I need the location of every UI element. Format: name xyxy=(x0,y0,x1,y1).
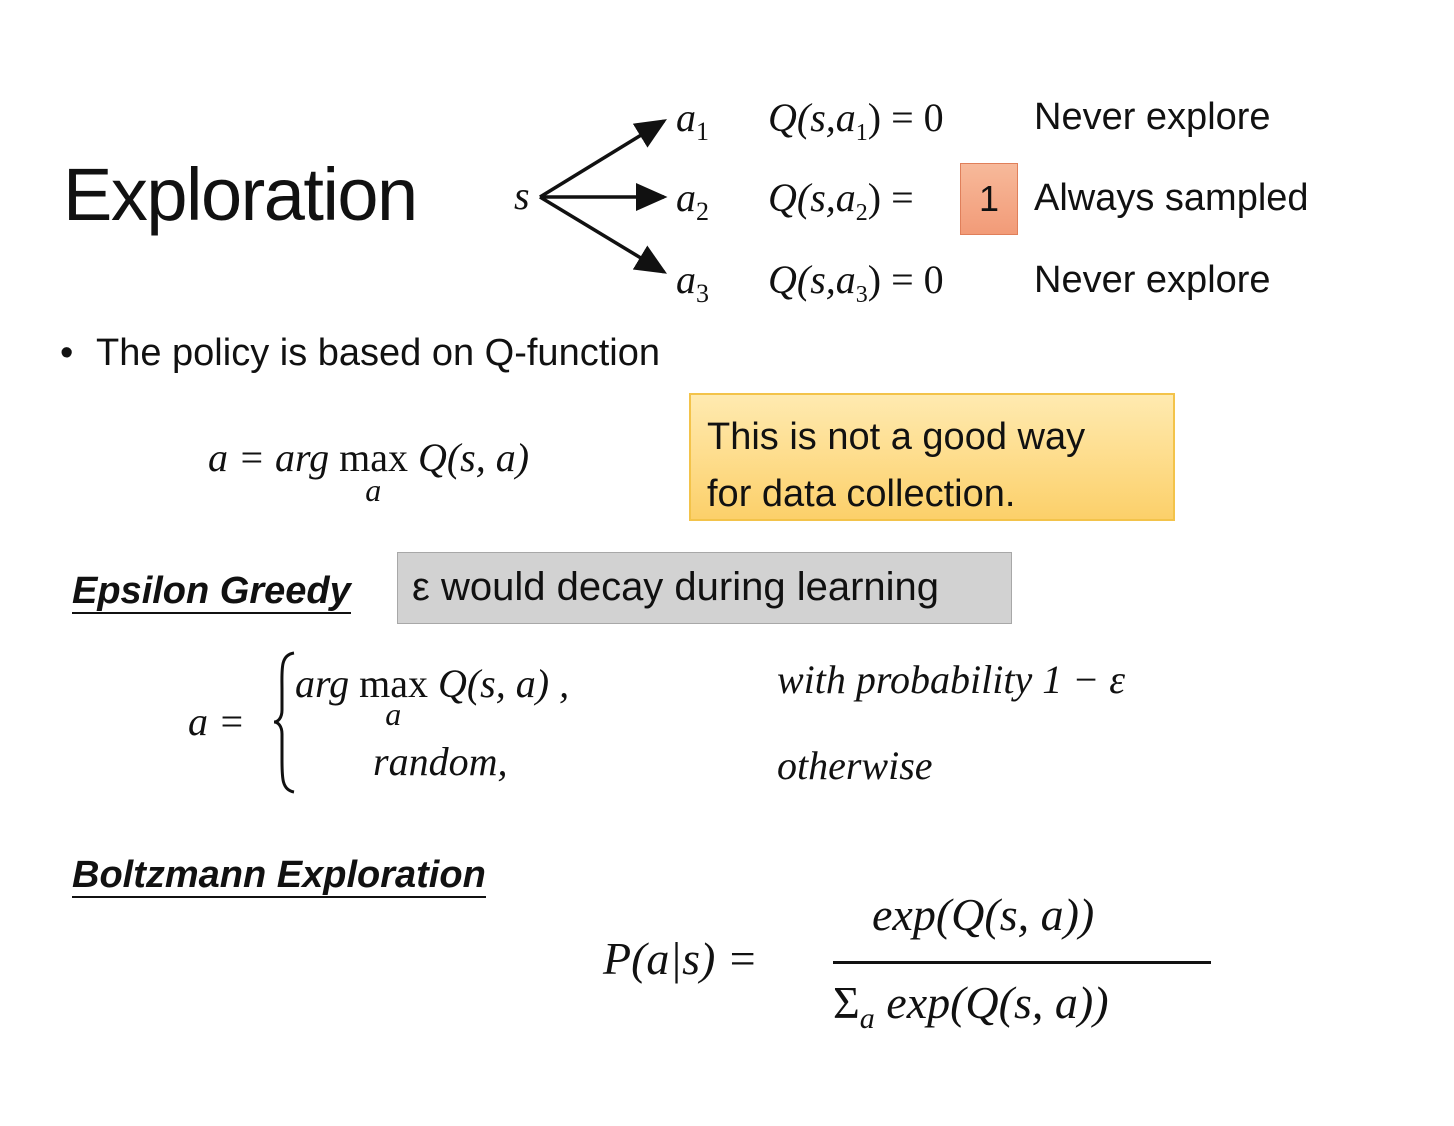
arrow-a1 xyxy=(539,119,667,199)
epsilon-greedy-heading: Epsilon Greedy xyxy=(72,570,351,614)
action-label: a1 xyxy=(676,95,709,146)
q-value-expr: Q(s,a2) = xyxy=(768,175,914,226)
action-label: a2 xyxy=(676,175,709,226)
action-note: Always sampled xyxy=(1034,177,1309,219)
action-note: Never explore xyxy=(1034,96,1271,138)
callout-not-good: This is not a good way for data collecti… xyxy=(689,393,1175,521)
argmax-formula: a = arg max a Q(s, a) xyxy=(208,435,530,508)
q-value-expr: Q(s,a1) = 0 xyxy=(768,95,944,146)
fraction-bar xyxy=(833,961,1211,964)
boltzmann-numerator: exp(Q(s, a)) xyxy=(872,889,1095,940)
epsilon-decay-note: ε would decay during learning xyxy=(397,552,1012,624)
left-brace xyxy=(273,651,295,794)
case1-condition: with probability 1 − ε xyxy=(777,657,1125,702)
arrow-a3 xyxy=(539,195,667,274)
case2-condition: otherwise xyxy=(777,743,933,788)
boltzmann-heading: Boltzmann Exploration xyxy=(72,854,486,898)
slide-title: Exploration xyxy=(63,153,418,236)
state-s: s xyxy=(514,173,530,218)
highlighted-value-box: 1 xyxy=(960,163,1018,235)
case2-expr: random, xyxy=(373,739,508,784)
callout-line: for data collection. xyxy=(707,473,1016,515)
bullet-text: The policy is based on Q-function xyxy=(96,332,660,374)
action-label: a3 xyxy=(676,257,709,308)
callout-line: This is not a good way xyxy=(707,416,1086,458)
case1-expr: arg max a Q(s, a) , xyxy=(295,661,570,732)
bullet-dot: • xyxy=(60,332,74,374)
boltzmann-denominator: Σa exp(Q(s, a)) xyxy=(833,977,1109,1036)
piecewise-lhs: a = xyxy=(188,699,245,744)
action-note: Never explore xyxy=(1034,259,1271,301)
boltzmann-lhs: P(a|s) = xyxy=(603,933,758,984)
q-value-expr: Q(s,a3) = 0 xyxy=(768,257,944,308)
